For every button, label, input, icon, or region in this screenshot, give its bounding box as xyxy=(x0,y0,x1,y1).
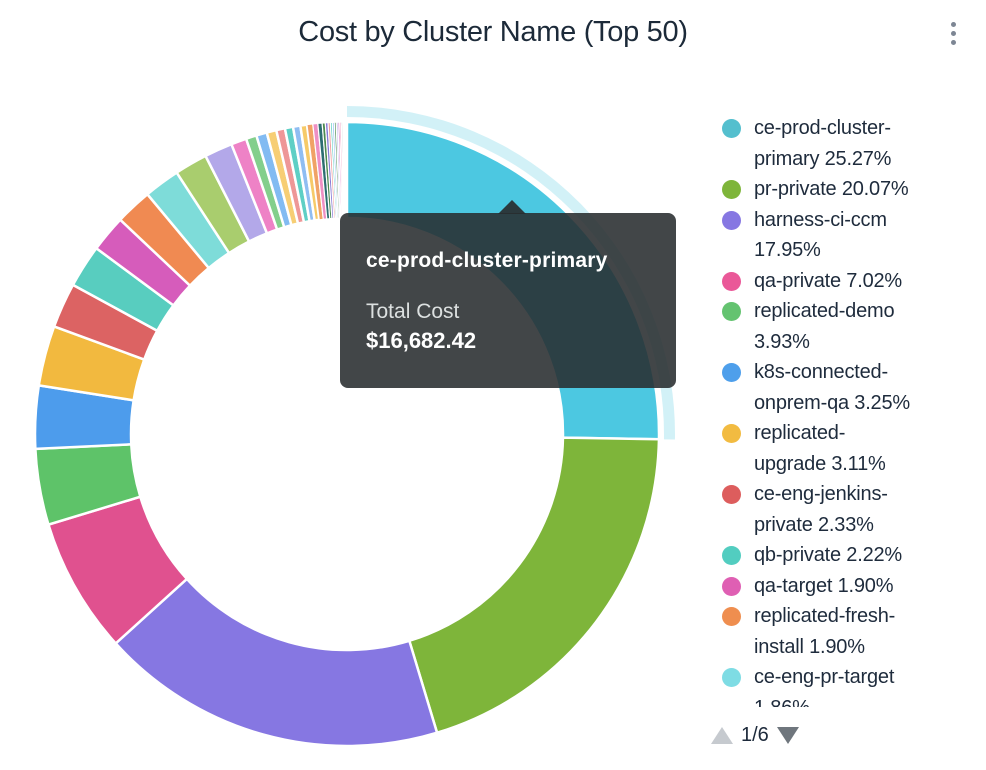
page-indicator: 1/6 xyxy=(741,724,769,746)
legend-label: replicated-fresh-install 1.90% xyxy=(754,605,896,658)
legend-item[interactable]: harness-ci-ccm 17.95% xyxy=(722,205,978,266)
legend-dot xyxy=(722,576,741,596)
legend-label: k8s-connected-onprem-qa 3.25% xyxy=(754,361,910,414)
legend-label: pr-private 20.07% xyxy=(754,178,909,200)
legend-dot xyxy=(722,668,741,687)
legend-label: replicated-upgrade 3.11% xyxy=(754,422,886,475)
legend-label: replicated-demo 3.93% xyxy=(754,300,895,353)
legend-dot xyxy=(722,302,741,321)
legend-label: qb-private 2.22% xyxy=(754,544,903,566)
legend-dot xyxy=(722,119,741,138)
kebab-menu-button[interactable] xyxy=(938,16,968,58)
chart-legend: ce-prod-cluster-primary 25.27% pr-private… xyxy=(722,113,978,707)
legend-dot xyxy=(722,485,741,504)
legend-label: ce-prod-cluster-primary 25.27% xyxy=(754,117,892,170)
page-up-icon[interactable] xyxy=(711,727,733,744)
tooltip-caret xyxy=(498,200,526,214)
tooltip-cluster-name: ce-prod-cluster-primary xyxy=(366,249,608,272)
page-down-icon[interactable] xyxy=(776,727,799,744)
legend-dot xyxy=(722,210,741,230)
legend-label: harness-ci-ccm 17.95% xyxy=(754,208,887,262)
legend-dot xyxy=(722,424,741,443)
header: Cost by Cluster Name (Top 50) xyxy=(0,0,986,70)
legend-item[interactable]: ce-prod-cluster-primary 25.27% xyxy=(722,113,978,174)
legend-dot xyxy=(722,546,741,565)
kebab-menu-icon xyxy=(951,22,956,27)
legend-label: qa-private 7.02% xyxy=(754,269,903,292)
chart-tooltip: ce-prod-cluster-primary Total Cost $16,6… xyxy=(340,200,676,388)
legend-item[interactable]: replicated-upgrade 3.11% xyxy=(722,418,978,479)
legend-item[interactable]: replicated-fresh-install 1.90% xyxy=(722,601,978,662)
legend-item[interactable]: ce-eng-jenkins-private 2.33% xyxy=(722,479,978,540)
legend-label: qa-target 1.90% xyxy=(754,574,894,597)
legend-item[interactable]: replicated-demo 3.93% xyxy=(722,296,978,357)
legend-pagination: 1/6 xyxy=(711,724,799,747)
legend-item[interactable]: pr-private 20.07% xyxy=(722,174,978,205)
pie-slice-pr-private[interactable] xyxy=(407,436,661,735)
legend-item[interactable]: qa-private 7.02% xyxy=(722,266,978,297)
legend-dot xyxy=(722,271,741,291)
legend-dot xyxy=(722,180,741,199)
tooltip-metric-label: Total Cost xyxy=(366,300,460,323)
legend-item[interactable]: qa-target 1.90% xyxy=(722,571,978,602)
page-title: Cost by Cluster Name (Top 50) xyxy=(298,16,688,48)
pie-slice-harness-ci-ccm[interactable] xyxy=(113,577,439,748)
legend-item[interactable]: k8s-connected-onprem-qa 3.25% xyxy=(722,357,978,418)
legend-dot xyxy=(722,607,741,626)
pie-slice[interactable] xyxy=(345,121,348,219)
tooltip-metric-value: $16,682.42 xyxy=(366,328,477,353)
legend-dot xyxy=(722,363,741,382)
legend-item[interactable]: qb-private 2.22% xyxy=(722,540,978,571)
legend-label: ce-eng-jenkins-private 2.33% xyxy=(754,483,888,536)
